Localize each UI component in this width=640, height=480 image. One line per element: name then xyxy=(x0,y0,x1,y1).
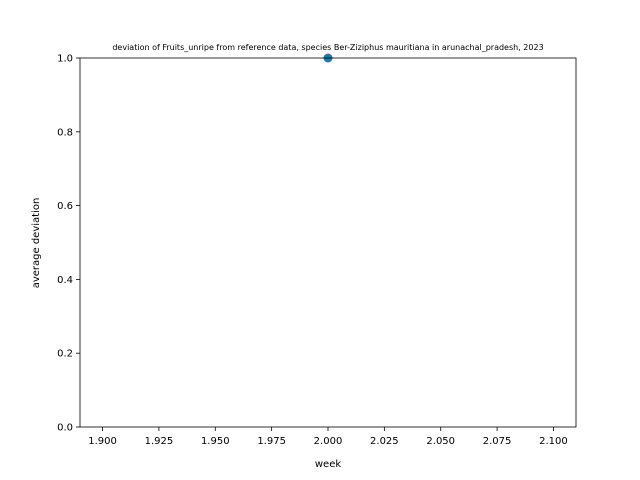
x-tick-label: 1.950 xyxy=(201,436,230,447)
x-tick-label: 2.050 xyxy=(426,436,455,447)
y-tick-label: 0.2 xyxy=(57,349,73,360)
y-tick-label: 1.0 xyxy=(57,54,73,65)
x-tick-label: 1.900 xyxy=(88,436,117,447)
x-tick-label: 1.925 xyxy=(145,436,174,447)
y-tick-label: 0.0 xyxy=(57,423,73,434)
x-axis-label: week xyxy=(315,459,341,470)
x-tick-label: 2.000 xyxy=(314,436,343,447)
axes-frame xyxy=(79,57,577,428)
x-tick-label: 1.975 xyxy=(257,436,286,447)
chart-title: deviation of Fruits_unripe from referenc… xyxy=(112,43,543,52)
x-tick-label: 2.075 xyxy=(483,436,512,447)
y-tick-label: 0.4 xyxy=(57,275,73,286)
x-tick-label: 2.100 xyxy=(539,436,568,447)
y-tick-label: 0.8 xyxy=(57,127,73,138)
y-tick-label: 0.6 xyxy=(57,201,73,212)
plot-area: 1.900 1.925 1.950 1.975 2.000 2.025 2.050 2.075… xyxy=(57,53,577,447)
x-tick-label: 2.025 xyxy=(370,436,399,447)
y-axis-label: average deviation xyxy=(31,198,42,289)
